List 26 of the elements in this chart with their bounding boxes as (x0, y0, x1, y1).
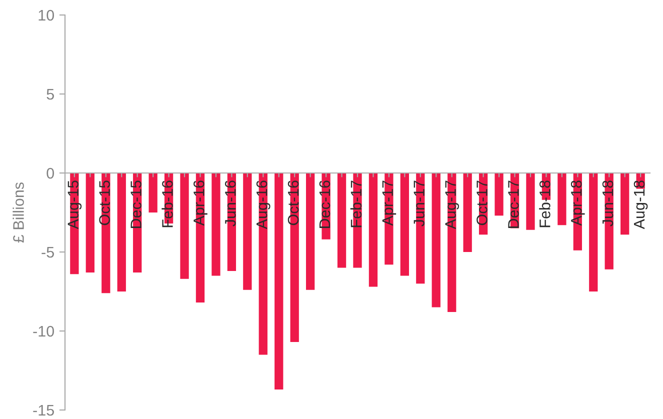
x-tick-label: Apr-16 (194, 180, 208, 226)
x-tick-label: Dec-17 (508, 180, 519, 228)
x-tick-label: Aug-17 (445, 180, 459, 230)
y-axis-title: £ Billions (12, 182, 24, 243)
y-tick-label: -15 (33, 405, 54, 416)
x-tick-label: Feb-17 (350, 180, 362, 228)
x-tick-label: Oct-15 (99, 180, 110, 226)
y-tick-label: -10 (33, 326, 54, 337)
x-tick-label: Feb-18 (539, 180, 550, 228)
x-tick-label: Jun-17 (414, 180, 425, 226)
x-tick-label: Oct-17 (476, 180, 488, 226)
x-tick-label: Jun-16 (224, 180, 236, 226)
x-tick-label: Oct-16 (288, 180, 299, 226)
y-tick-label: 0 (46, 168, 54, 179)
x-tick-label: Dec-15 (130, 180, 142, 228)
x-tick-label: Jun-18 (602, 180, 614, 226)
x-tick-label: Apr-18 (570, 180, 585, 226)
x-tick-label: Dec-16 (319, 180, 330, 228)
y-tick-label: -5 (42, 247, 54, 258)
x-tick-label: Feb-16 (162, 180, 173, 228)
x-tick-label: Aug-16 (256, 180, 270, 230)
y-tick-label: 5 (46, 89, 54, 100)
y-tick-label: 10 (38, 10, 54, 21)
x-tick-label: Aug-18 (634, 180, 648, 230)
x-tick-label: Apr-17 (382, 180, 396, 226)
x-tick-label: Aug-15 (68, 180, 82, 230)
